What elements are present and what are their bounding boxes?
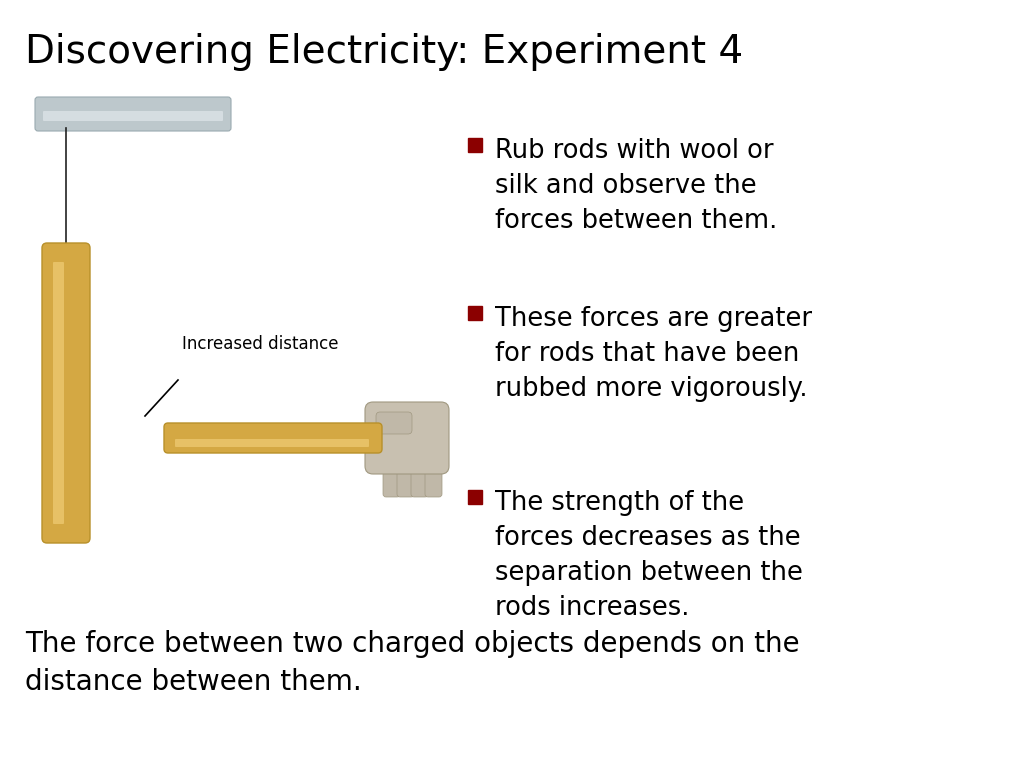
FancyBboxPatch shape: [397, 461, 414, 497]
FancyBboxPatch shape: [42, 243, 90, 543]
FancyBboxPatch shape: [164, 423, 382, 453]
Bar: [468, 490, 482, 504]
Bar: [468, 306, 482, 320]
FancyBboxPatch shape: [425, 461, 442, 497]
FancyBboxPatch shape: [376, 412, 412, 434]
Text: Rub rods with wool or
silk and observe the
forces between them.: Rub rods with wool or silk and observe t…: [495, 138, 777, 234]
Text: The strength of the
forces decreases as the
separation between the
rods increase: The strength of the forces decreases as …: [495, 490, 803, 621]
FancyBboxPatch shape: [365, 402, 449, 474]
FancyBboxPatch shape: [411, 461, 428, 497]
Bar: [468, 138, 482, 152]
FancyBboxPatch shape: [383, 461, 400, 497]
Text: The force between two charged objects depends on the
distance between them.: The force between two charged objects de…: [25, 630, 800, 696]
Text: These forces are greater
for rods that have been
rubbed more vigorously.: These forces are greater for rods that h…: [495, 306, 812, 402]
FancyBboxPatch shape: [53, 262, 63, 524]
Text: Increased distance: Increased distance: [182, 335, 339, 353]
FancyBboxPatch shape: [175, 439, 369, 447]
Text: Discovering Electricity: Experiment 4: Discovering Electricity: Experiment 4: [25, 33, 743, 71]
FancyBboxPatch shape: [35, 97, 231, 131]
FancyBboxPatch shape: [43, 111, 223, 121]
